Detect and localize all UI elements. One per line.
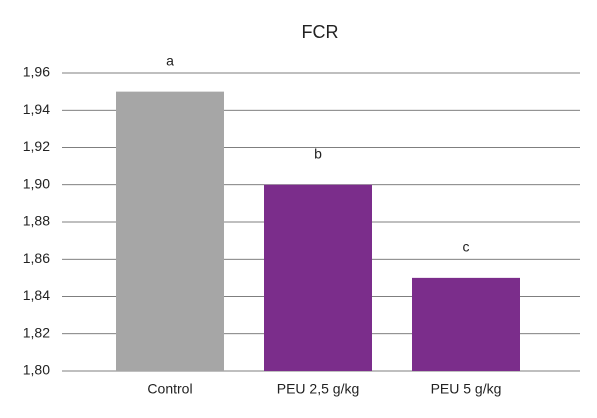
bar-label: c xyxy=(463,239,470,255)
bar xyxy=(116,91,224,371)
y-tick-label: 1,84 xyxy=(23,287,50,303)
y-tick-label: 1,86 xyxy=(23,250,50,266)
bar-label: a xyxy=(166,52,174,68)
y-tick-label: 1,88 xyxy=(23,213,50,229)
y-tick-label: 1,92 xyxy=(23,138,50,154)
x-tick-label: PEU 5 g/kg xyxy=(431,381,502,397)
y-tick-label: 1,94 xyxy=(23,101,50,117)
y-tick-label: 1,82 xyxy=(23,324,50,340)
chart-title: FCR xyxy=(302,22,339,42)
bar xyxy=(264,184,372,371)
x-tick-label: Control xyxy=(147,381,192,397)
y-tick-label: 1,80 xyxy=(23,362,50,378)
y-tick-label: 1,96 xyxy=(23,64,50,80)
x-tick-label: PEU 2,5 g/kg xyxy=(277,381,360,397)
bar xyxy=(412,277,520,371)
y-tick-label: 1,90 xyxy=(23,175,50,191)
bar-label: b xyxy=(314,145,322,161)
